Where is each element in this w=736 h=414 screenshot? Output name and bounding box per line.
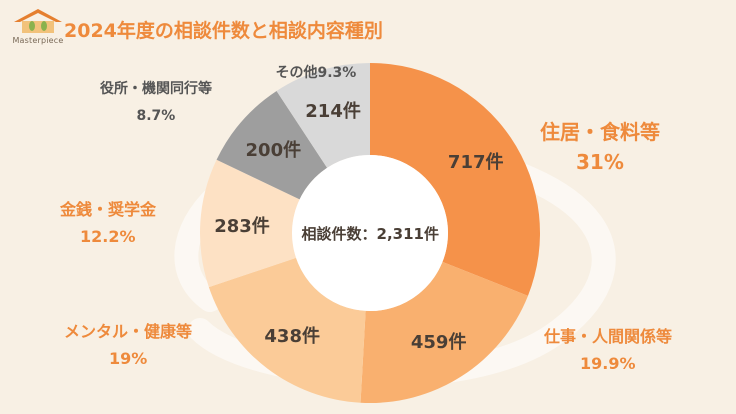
donut-hole xyxy=(292,155,448,311)
slice-count-label-4: 200件 xyxy=(245,139,302,161)
logo-text: Masterpiece xyxy=(12,36,64,45)
slice-count-label-1: 459件 xyxy=(410,331,467,353)
slice-percent-label-2: 19% xyxy=(109,348,148,368)
slice-percent-label-3: 12.2% xyxy=(80,226,136,246)
slice-name-label-3: 金銭・奨学金 xyxy=(60,200,157,219)
house-logo-icon xyxy=(14,9,62,33)
slice-name-label-0: 住居・食料等 xyxy=(540,119,660,144)
slice-5 xyxy=(276,62,370,168)
slice-2 xyxy=(208,257,366,403)
slice-count-label-0: 717件 xyxy=(447,152,504,174)
slice-percent-label-4: 8.7% xyxy=(136,107,176,124)
logo: Masterpiece xyxy=(8,6,68,50)
center-label: 相談件数：2,311件 xyxy=(301,224,439,243)
slice-name-label-5: その他9.3% xyxy=(275,65,357,81)
slice-group xyxy=(199,62,540,403)
slice-0 xyxy=(370,63,540,296)
slice-4 xyxy=(216,90,328,200)
slice-1 xyxy=(360,261,528,403)
slice-name-label-4: 役所・機関同行等 xyxy=(100,81,212,97)
slice-3 xyxy=(199,159,300,288)
slice-percent-label-0: 31% xyxy=(576,150,624,174)
slice-name-label-1: 仕事・人間関係等 xyxy=(544,327,673,346)
chart-title: 2024年度の相談件数と相談内容種別 xyxy=(64,20,383,42)
slice-name-label-2: メンタル・健康等 xyxy=(64,322,193,341)
slice-percent-label-1: 19.9% xyxy=(580,353,636,373)
slice-count-label-3: 283件 xyxy=(214,216,270,238)
slice-count-label-2: 438件 xyxy=(264,325,320,347)
slice-count-label-5: 214件 xyxy=(305,101,361,123)
